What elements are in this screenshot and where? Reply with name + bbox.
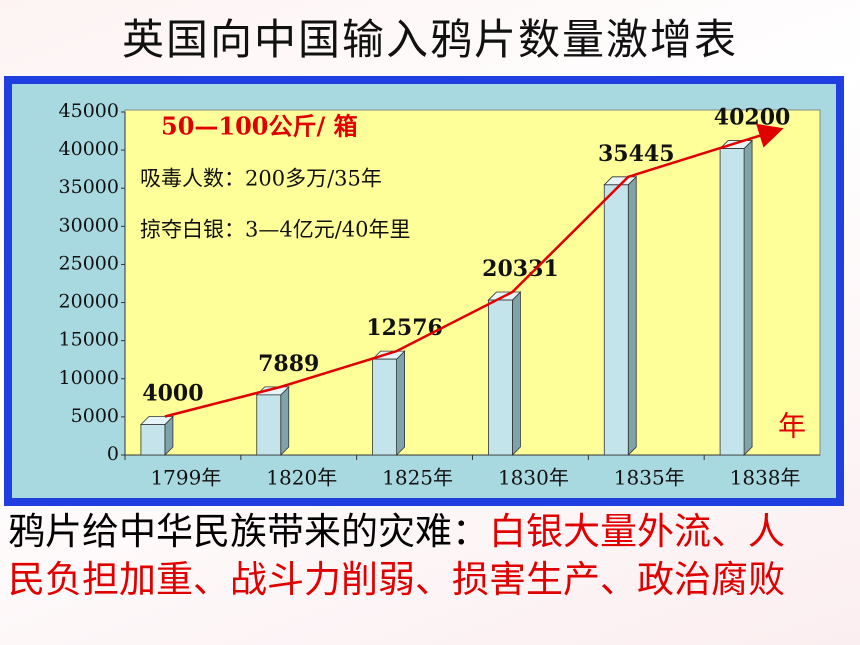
- bar-side: [396, 350, 405, 456]
- bar: [372, 358, 397, 456]
- trend-arrow: [164, 123, 784, 418]
- x-tick-label: 1825年: [382, 466, 453, 490]
- x-tick-label: 1830年: [498, 466, 569, 490]
- footer-points: 白银大量外流、人民负担加重、战斗力削弱、损害生产、政治腐败: [8, 510, 785, 601]
- footer-lead: 鸦片给中华民族带来的灾难：: [8, 510, 489, 553]
- bar-side: [280, 385, 290, 456]
- bar-side: [512, 291, 521, 456]
- annotation: 掠夺白银：3—4亿元/40年里: [140, 218, 411, 242]
- bar: [256, 394, 282, 456]
- data-label: 40200: [714, 105, 791, 131]
- slide-title: 英国向中国输入鸦片数量激增表: [121, 15, 738, 64]
- bar: [140, 424, 166, 456]
- plot-area: [124, 109, 821, 456]
- x-tick-label: 1799年: [150, 466, 221, 490]
- bar: [488, 299, 513, 456]
- data-label: 20331: [482, 256, 559, 282]
- y-tick-label: 10000: [59, 367, 119, 389]
- annotation: 吸毒人数：200多万/35年: [140, 167, 382, 191]
- bar-side: [743, 139, 753, 456]
- y-tick-label: 5000: [71, 405, 119, 427]
- y-tick-label: 25000: [59, 252, 119, 274]
- y-tick-label: 40000: [59, 138, 119, 160]
- chart: 50—100公斤/ 箱 吸毒人数：200多万/35年 掠夺白银：3—4亿元/40…: [4, 76, 844, 506]
- annotation: 50—100公斤/ 箱: [161, 112, 358, 141]
- data-label: 7889: [258, 351, 319, 377]
- y-tick-label: 35000: [59, 176, 119, 198]
- y-tick-label: 20000: [59, 291, 119, 313]
- x-tick-label: 1838年: [730, 466, 801, 490]
- y-tick-label: 0: [107, 443, 119, 465]
- y-tick-label: 45000: [59, 100, 119, 122]
- data-label: 35445: [598, 141, 675, 167]
- data-label: 12576: [366, 315, 443, 341]
- footer: 鸦片给中华民族带来的灾难：白银大量外流、人民负担加重、战斗力削弱、损害生产、政治…: [8, 508, 808, 604]
- x-tick-label: 1820年: [266, 466, 337, 490]
- y-tick-label: 15000: [59, 329, 119, 351]
- data-label: 4000: [142, 381, 203, 407]
- bar: [719, 148, 745, 456]
- y-tick-label: 30000: [59, 214, 119, 236]
- bar-side: [627, 175, 637, 456]
- bar: [603, 184, 629, 456]
- x-unit: 年: [778, 410, 806, 443]
- x-tick-label: 1835年: [614, 466, 685, 490]
